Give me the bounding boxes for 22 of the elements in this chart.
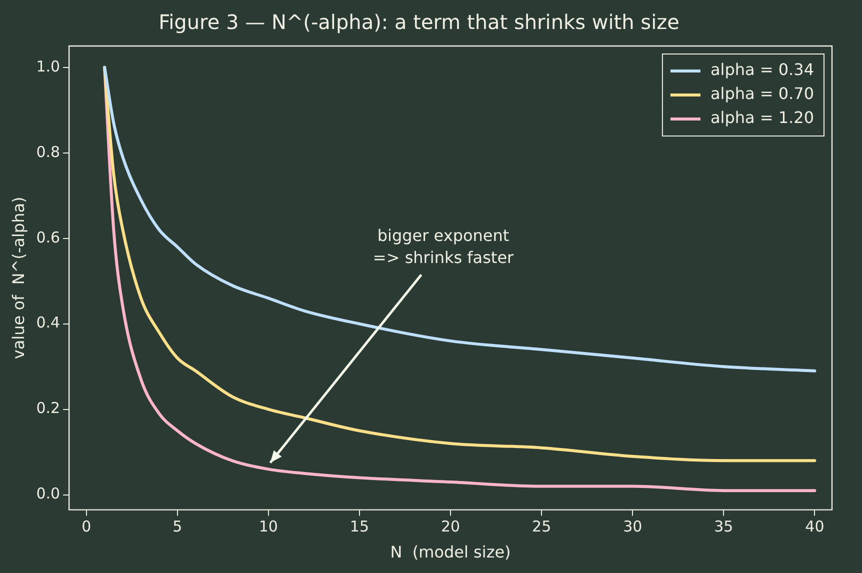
x-tick-label: 15	[350, 518, 370, 536]
x-tick-label: 25	[532, 518, 552, 536]
x-axis-title: N (model size)	[390, 542, 511, 562]
x-tick-label: 30	[623, 518, 642, 536]
x-tick-label: 20	[440, 518, 460, 536]
y-tick-label: 0.0	[36, 484, 60, 503]
legend-label: alpha = 0.70	[710, 84, 814, 104]
y-tick-label: 0.8	[36, 142, 60, 161]
x-tick-label: 35	[714, 518, 734, 536]
y-tick-label: 0.6	[36, 228, 60, 246]
y-tick-label: 0.2	[36, 399, 60, 418]
x-tick-label: 10	[258, 518, 278, 536]
x-tick-label: 5	[172, 518, 182, 536]
chart-title: Figure 3 — N^(-alpha): a term that shrinks with size	[158, 10, 680, 34]
annotation: bigger exponent => shrinks faster	[372, 226, 514, 267]
y-axis-title: value of N^(-alpha)	[8, 196, 28, 360]
legend-label: alpha = 1.20	[710, 108, 814, 128]
x-tick-label: 0	[82, 518, 92, 536]
x-tick-label: 40	[805, 518, 824, 536]
legend-label: alpha = 0.34	[710, 60, 814, 80]
y-tick-label: 0.4	[36, 314, 60, 332]
y-tick-label: 1.0	[36, 57, 60, 76]
